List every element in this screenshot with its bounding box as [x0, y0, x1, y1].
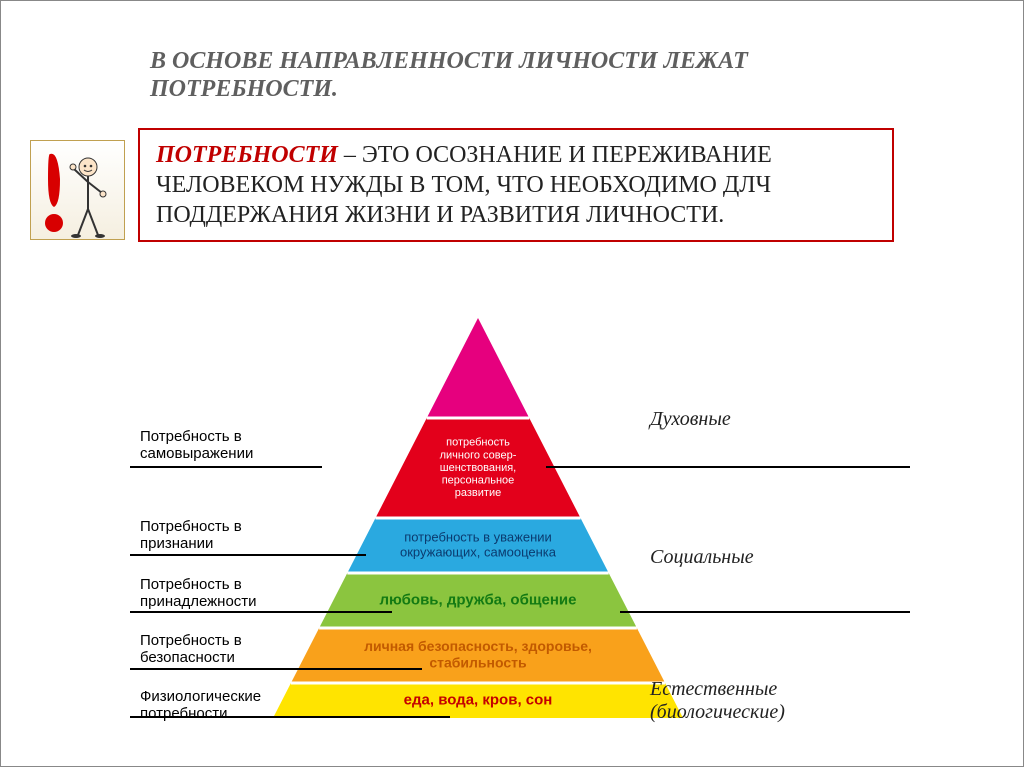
definition-term: ПОТРЕБНОСТИ	[156, 142, 338, 168]
left-guide-line	[130, 668, 422, 670]
pyramid-level-text: стабильность	[429, 654, 527, 670]
left-guide-line	[130, 466, 322, 468]
pyramid-level-text: шенствования,	[440, 462, 516, 474]
attention-icon-box	[30, 140, 125, 240]
left-guide-line	[130, 716, 450, 718]
right-guide-line	[546, 466, 910, 468]
pyramid-level-text: потребность	[446, 437, 510, 449]
pyramid-level	[427, 318, 530, 418]
pyramid-level-text: потребность в уважении	[404, 529, 552, 544]
pyramid-area: Потребность всамовыраженииПотребность вп…	[90, 308, 940, 753]
right-label: Социальные	[650, 546, 754, 569]
right-label: Духовные	[650, 408, 731, 431]
left-guide-line	[130, 554, 366, 556]
pyramid-level-text: еда, вода, кров, сон	[404, 691, 553, 708]
definition-box: ПОТРЕБНОСТИ – ЭТО ОСОЗНАНИЕ И ПЕРЕЖИВАНИ…	[138, 128, 894, 242]
right-label: Естественные(биологические)	[650, 678, 785, 724]
right-guide-line	[620, 611, 910, 613]
pyramid-level-text: окружающих, самооценка	[400, 544, 557, 559]
pyramid-level-text: развитие	[455, 487, 501, 499]
pyramid-level-text: любовь, дружба, общение	[380, 591, 577, 608]
pyramid-level-text: личная безопасность, здоровье,	[364, 638, 592, 654]
pyramid-level-text: личного совер-	[440, 449, 517, 461]
left-guide-line	[130, 611, 392, 613]
exclamation-figure-icon	[38, 149, 118, 239]
pyramid: потребностьличного совер-шенствования,пе…	[268, 308, 688, 728]
pyramid-level-text: персональное	[442, 475, 515, 487]
slide-title: В ОСНОВЕ НАПРАВЛЕННОСТИ ЛИЧНОСТИ ЛЕЖАТ П…	[150, 48, 870, 103]
